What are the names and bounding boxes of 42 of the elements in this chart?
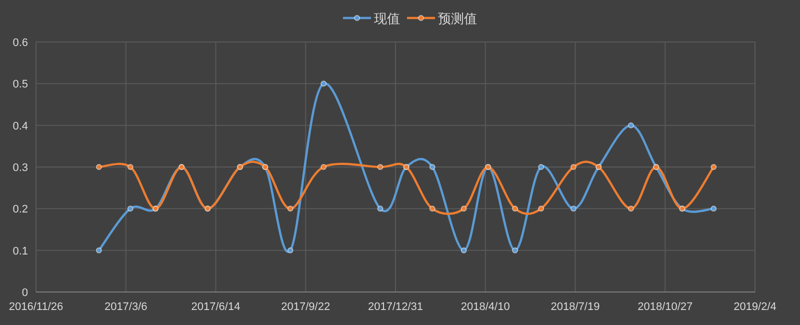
point bbox=[287, 247, 294, 254]
point bbox=[377, 164, 384, 170]
point bbox=[96, 164, 102, 170]
x-tick-label: 2019/2/4 bbox=[734, 301, 776, 313]
y-tick-label: 0.1 bbox=[12, 245, 28, 258]
point bbox=[460, 247, 467, 254]
y-tick-label: 0.2 bbox=[12, 204, 28, 216]
y-tick-label: 0 bbox=[22, 287, 28, 299]
point bbox=[512, 247, 518, 254]
x-tick-label: 2017/6/14 bbox=[191, 301, 240, 313]
point bbox=[538, 206, 544, 212]
legend-label: 现值 bbox=[374, 11, 400, 26]
point bbox=[96, 247, 102, 254]
point bbox=[429, 206, 436, 212]
y-tick-label: 0.6 bbox=[12, 37, 28, 49]
y-tick-label: 0.3 bbox=[12, 162, 28, 174]
point bbox=[377, 206, 384, 212]
point bbox=[710, 164, 717, 170]
x-tick-label: 2018/4/10 bbox=[460, 301, 510, 313]
point bbox=[460, 206, 467, 212]
x-tick-label: 2017/9/22 bbox=[281, 301, 330, 313]
point bbox=[429, 164, 436, 170]
point bbox=[710, 206, 717, 212]
point bbox=[538, 164, 544, 170]
point bbox=[127, 164, 134, 170]
y-tick-label: 0.5 bbox=[12, 78, 28, 91]
point bbox=[512, 206, 518, 212]
point bbox=[320, 164, 327, 170]
point bbox=[628, 122, 634, 128]
x-tick-label: 2017/12/31 bbox=[368, 301, 424, 313]
point bbox=[570, 206, 576, 212]
x-tick-label: 2016/11/26 bbox=[8, 301, 64, 313]
point bbox=[287, 206, 294, 212]
x-tick-label: 2017/3/6 bbox=[104, 301, 148, 313]
x-tick-label: 2018/10/27 bbox=[638, 301, 693, 313]
x-tick-label: 2018/7/19 bbox=[550, 301, 600, 313]
point bbox=[127, 206, 134, 212]
y-tick-label: 0.4 bbox=[12, 120, 28, 132]
point bbox=[628, 206, 634, 212]
legend-label: 预测值 bbox=[438, 11, 477, 26]
point bbox=[320, 80, 327, 87]
point bbox=[570, 164, 576, 170]
